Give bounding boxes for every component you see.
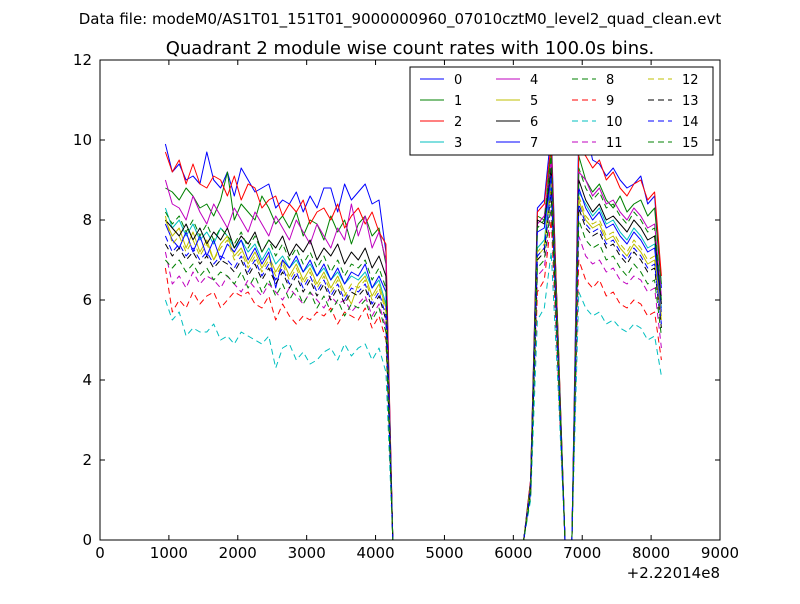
legend-label-6: 6: [530, 115, 538, 130]
legend-label-2: 2: [454, 115, 462, 130]
series-line-5: [164, 187, 662, 540]
legend-label-5: 5: [530, 94, 538, 109]
y-tick-label: 2: [82, 451, 92, 469]
y-tick-label: 4: [82, 371, 92, 389]
legend-label-7: 7: [530, 136, 538, 151]
series-line-8: [164, 155, 662, 540]
series-line-9: [164, 219, 662, 540]
legend-label-9: 9: [606, 94, 614, 109]
legend-label-14: 14: [682, 115, 699, 130]
series-line-1: [165, 147, 662, 540]
x-tick-label: 2000: [219, 544, 257, 562]
series-line-15: [165, 203, 662, 540]
series-line-6: [165, 167, 662, 540]
x-tick-label: 8000: [632, 544, 670, 562]
legend-label-13: 13: [682, 94, 699, 109]
chart-suptitle: Data file: modeM0/AS1T01_151T01_90000009…: [79, 10, 722, 29]
series-line-7: [164, 175, 662, 540]
legend-label-11: 11: [606, 136, 623, 151]
x-tick-label: 3000: [288, 544, 326, 562]
axes-layer: 0 1000 2000 3000 4000 5000 6000 7000 8000 9000 0 2 4…: [73, 51, 739, 562]
series-line-4: [164, 159, 662, 540]
series-line-2: [164, 143, 662, 540]
y-tick-label: 10: [73, 131, 92, 149]
y-tick-label: 8: [82, 211, 92, 229]
series-line-0: [164, 123, 662, 540]
x-tick-label: 7000: [563, 544, 601, 562]
legend-label-4: 4: [530, 73, 538, 88]
series-line-13: [164, 191, 662, 540]
x-tick-label: 5000: [425, 544, 463, 562]
legend-label-1: 1: [454, 94, 462, 109]
x-tick-label: 9000: [701, 544, 739, 562]
x-tick-label: 6000: [494, 544, 532, 562]
legend-label-12: 12: [682, 73, 699, 88]
chart-title: Quadrant 2 module wise count rates with …: [166, 38, 655, 59]
series-line-12: [164, 183, 662, 540]
series-line-10: [164, 251, 662, 540]
x-tick-label: 0: [95, 544, 105, 562]
series-line-14: [164, 187, 662, 540]
x-tick-label: 1000: [150, 544, 188, 562]
x-tick-label: 4000: [356, 544, 394, 562]
y-tick-label: 12: [73, 51, 92, 69]
legend-label-10: 10: [606, 115, 623, 130]
legend-label-0: 0: [454, 73, 462, 88]
legend-label-15: 15: [682, 136, 699, 151]
y-tick-label: 0: [82, 531, 92, 549]
legend-box: [409, 66, 714, 156]
legend-label-3: 3: [454, 136, 462, 151]
series-layer: [164, 123, 662, 540]
legend-label-8: 8: [606, 73, 614, 88]
y-tick-label: 6: [82, 291, 92, 309]
x-axis-offset: +2.22014e8: [627, 564, 720, 582]
